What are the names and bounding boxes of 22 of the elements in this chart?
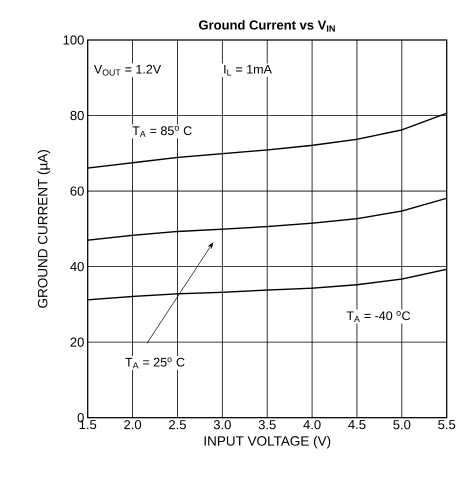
y-tick-label: 20 bbox=[70, 338, 84, 347]
chart-title: Ground Current vs V$_{IN}$ bbox=[199, 20, 335, 32]
y-tick-label: 60 bbox=[70, 186, 84, 196]
x-tick-label: 4.0 bbox=[303, 420, 321, 430]
y-axis-title: GROUND CURRENT (µA) bbox=[38, 150, 50, 308]
x-tick-label: 5.0 bbox=[393, 420, 410, 430]
y-tick-label: 100 bbox=[64, 35, 84, 45]
x-axis-title: INPUT VOLTAGE (V) bbox=[204, 436, 330, 448]
y-tick-label: 80 bbox=[70, 110, 84, 120]
x-tick-label: 3.0 bbox=[214, 420, 231, 430]
x-tick-label: 2.5 bbox=[169, 420, 186, 430]
x-tick-label: 5.5 bbox=[438, 420, 456, 430]
annotation: T$_{A}$ = 25$^{o}$ C bbox=[125, 357, 185, 368]
annotation: I$_{L}$ = 1mA bbox=[224, 64, 272, 76]
x-tick-label: 3.5 bbox=[258, 420, 276, 430]
x-tick-label: 4.5 bbox=[348, 420, 366, 430]
annotation: V$_{OUT}$ = 1.2V bbox=[94, 64, 162, 76]
annotation: T$_{A}$ = 85$^{o}$ C bbox=[132, 126, 192, 137]
x-tick-label: 1.5 bbox=[80, 420, 96, 430]
y-tick-label: 40 bbox=[70, 262, 84, 272]
x-tick-label: 2.0 bbox=[124, 420, 142, 430]
annotation: T$_{A}$ = -40 $^{o}$C bbox=[346, 311, 410, 322]
